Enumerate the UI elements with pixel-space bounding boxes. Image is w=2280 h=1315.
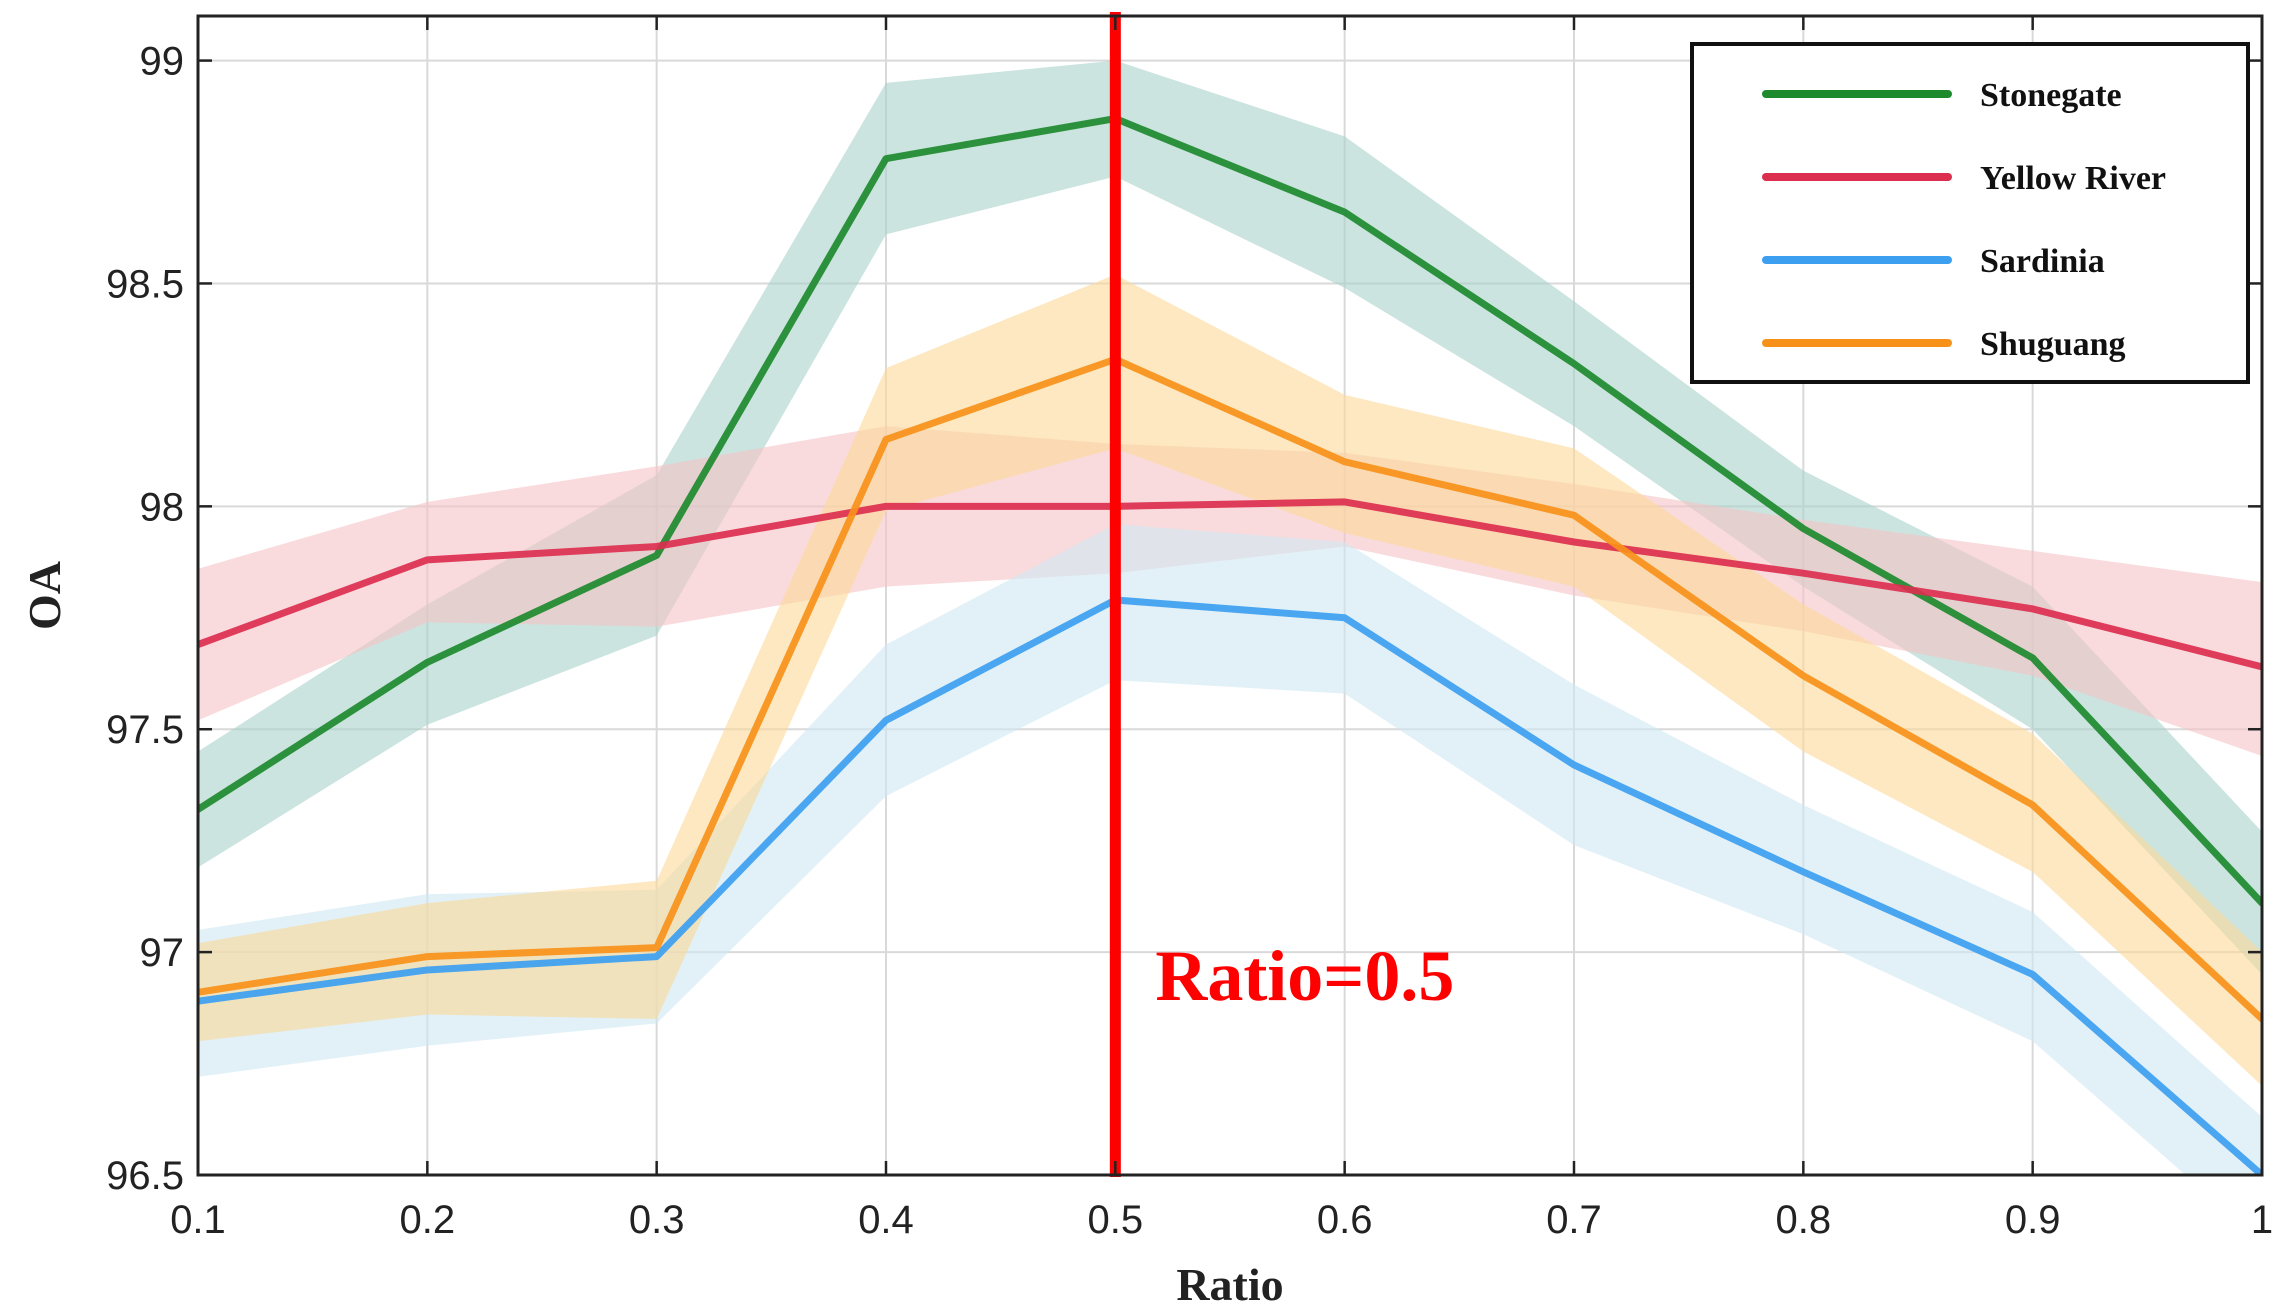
series-lines (198, 115, 2262, 1175)
y-tick-label-4: 98.5 (106, 262, 184, 306)
plot-frame (196, 14, 2264, 1177)
legend-label-sardinia: Sardinia (1980, 243, 2105, 280)
x-tick-labels: 0.1 0.2 0.3 0.4 0.5 0.6 0.7 0.8 0.9 1 (170, 1198, 2273, 1242)
reference-line-label: Ratio=0.5 (1155, 936, 1454, 1016)
y-tick-label-1: 97 (140, 931, 185, 975)
y-tick-label-2: 97.5 (106, 708, 184, 752)
legend-label-yellow-river: Yellow River (1980, 160, 2166, 197)
y-tick-label-0: 96.5 (106, 1154, 184, 1198)
x-tick-label-0: 0.1 (170, 1198, 226, 1242)
legend-label-shuguang: Shuguang (1980, 326, 2126, 363)
legend-label-stonegate: Stonegate (1980, 77, 2122, 114)
y-axis-title: OA (19, 561, 70, 630)
x-tick-label-1: 0.2 (400, 1198, 456, 1242)
y-tick-labels: 96.5 97 97.5 98 98.5 99 (106, 40, 184, 1198)
band-shuguang (198, 274, 2262, 1086)
band-yellow-river (198, 426, 2262, 756)
legend-box (1690, 42, 2250, 384)
x-tick-label-2: 0.3 (629, 1198, 685, 1242)
legend: Stonegate Yellow River Sardinia Shuguang (1690, 42, 2250, 384)
y-tick-label-3: 98 (140, 485, 185, 529)
x-axis-title: Ratio (1176, 1259, 1283, 1310)
line-sardinia (198, 596, 2262, 1175)
axis-ticks (196, 16, 2264, 1177)
x-tick-label-5: 0.6 (1317, 1198, 1373, 1242)
y-tick-label-5: 99 (140, 40, 185, 84)
x-tick-label-3: 0.4 (858, 1198, 914, 1242)
confidence-bands (198, 60, 2262, 1175)
x-tick-label-9: 1 (2251, 1198, 2273, 1242)
x-tick-label-7: 0.8 (1776, 1198, 1832, 1242)
reference-line-group: Ratio=0.5 (1109, 12, 1454, 1177)
line-yellow-river (198, 498, 2262, 671)
x-tick-label-6: 0.7 (1546, 1198, 1602, 1242)
band-sardinia (198, 524, 2262, 1175)
x-tick-label-8: 0.9 (2005, 1198, 2061, 1242)
x-tick-label-4: 0.5 (1088, 1198, 1144, 1242)
line-shuguang (198, 355, 2262, 1023)
